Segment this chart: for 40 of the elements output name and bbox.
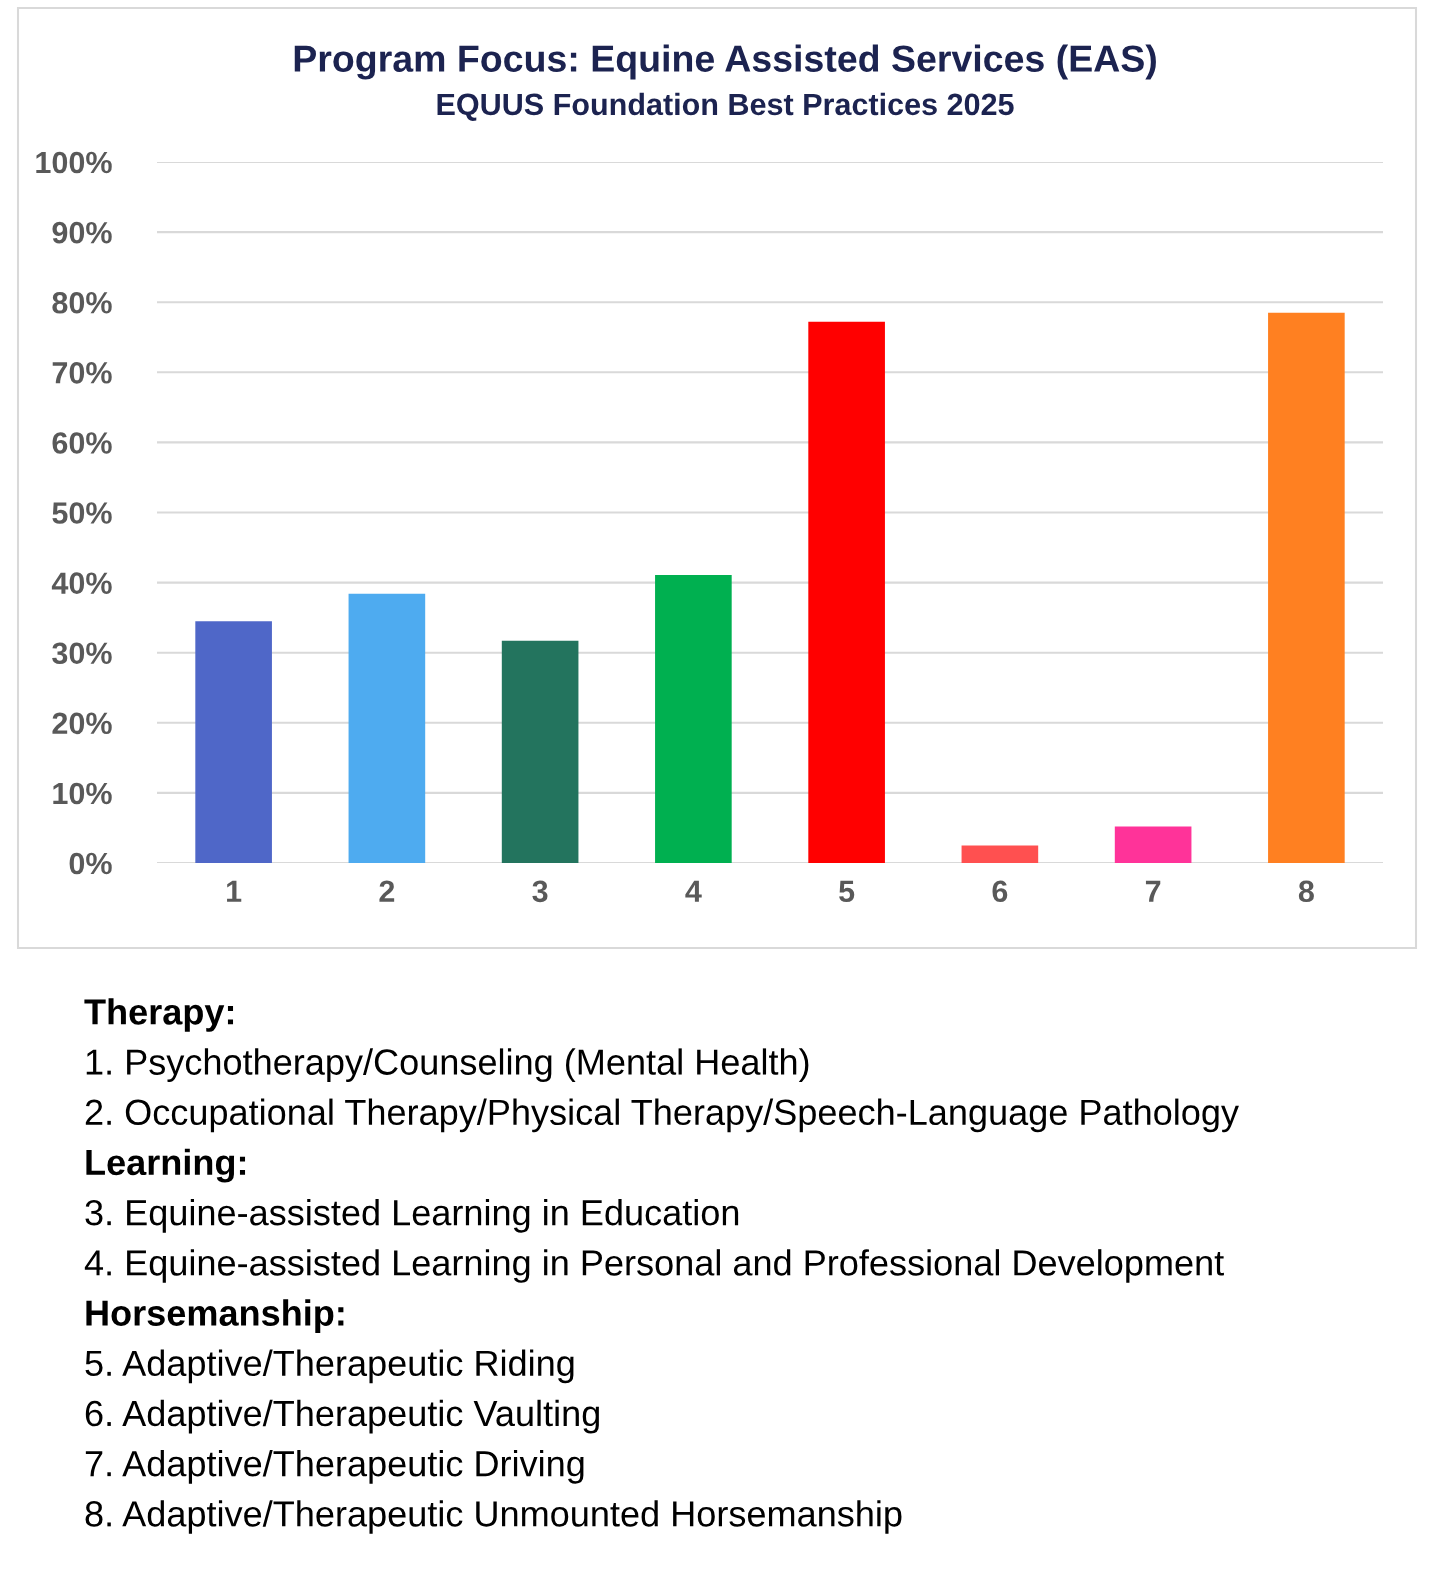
x-tick-label: 7 [1145,880,1161,902]
y-tick-label: 30% [52,642,112,665]
bar [655,574,732,863]
text: Therapy: [84,998,234,1032]
bar [1114,826,1192,863]
y-tick-label: 100% [36,151,112,174]
x-tick-label: 6 [992,880,1008,903]
y-tick-label: 50% [52,502,112,524]
bar [1268,312,1345,863]
x-tick-label: 4 [685,880,702,902]
text: 3. Equine-assisted Learning in Education [85,1198,739,1233]
y-tick-label: 90% [52,221,112,244]
y-tick-label: 60% [52,432,112,454]
text: 7. Adaptive/Therapeutic Driving [85,1449,584,1484]
text: Horsemanship: [86,1299,344,1334]
y-tick-label: 20% [52,712,112,735]
text: 4. Equine-assisted Learning in Personal and Professional Development [84,1249,1224,1283]
bar [501,640,579,863]
y-tick-label: 70% [52,362,112,384]
bar [348,593,426,863]
text: 6. Adaptive/Therapeutic Vaulting [85,1399,599,1434]
bar [808,321,885,863]
x-tick-label: 3 [532,880,548,903]
bar [195,621,272,863]
x-tick-label: 5 [839,880,855,903]
text: Learning: [86,1148,246,1183]
x-tick-label: 2 [379,880,395,902]
x-tick-label: 8 [1298,880,1314,903]
x-tick-label: 1 [227,880,242,902]
text: 8. Adaptive/Therapeutic Unmounted Horsemanship [85,1500,902,1534]
text: 5. Adaptive/Therapeutic Riding [85,1349,574,1384]
text: 2. Occupational Therapy/Physical Therapy/Speech-Language Pathology [85,1098,1239,1133]
y-tick-label: 80% [52,291,112,314]
text: 1. Psychotherapy/Counseling (Mental Health) [86,1048,809,1083]
chart-title: Program Focus: Equine Assisted Services (EAS) [294,44,1156,80]
bar [961,845,1039,863]
y-tick-label: 0% [69,852,112,875]
y-tick-label: 10% [53,782,112,805]
chart-subtitle: EQUUS Foundation Best Practices 2025 [437,92,1014,121]
y-tick-label: 40% [51,572,112,594]
